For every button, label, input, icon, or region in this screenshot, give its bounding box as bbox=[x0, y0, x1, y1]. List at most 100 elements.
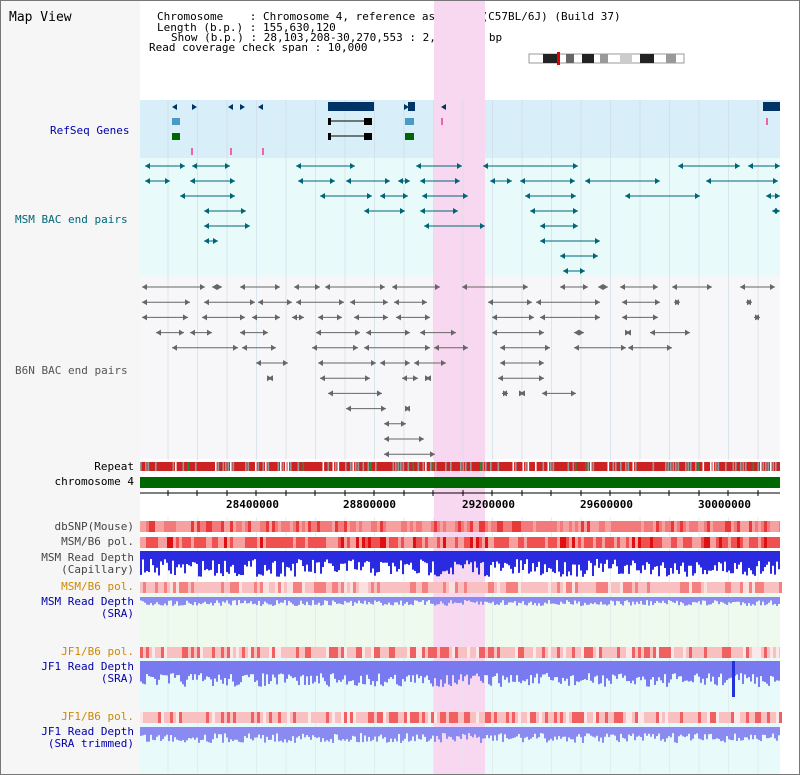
heat-cell bbox=[464, 712, 467, 723]
depth-bar bbox=[720, 559, 722, 564]
msm-pair-end bbox=[540, 238, 545, 244]
b6n-pair-end bbox=[628, 344, 633, 351]
track-label-msm-depth-cap[interactable]: MSM Read Depth (Capillary) bbox=[41, 551, 134, 576]
depth-bar bbox=[318, 600, 320, 603]
depth-bar bbox=[298, 600, 300, 605]
depth-bar bbox=[566, 673, 568, 679]
track-label-dbsnp[interactable]: dbSNP(Mouse) bbox=[54, 520, 134, 533]
heat-cell bbox=[443, 647, 446, 658]
track-label-jf1-b6-pol-2[interactable]: JF1/B6 pol. bbox=[61, 710, 134, 723]
depth-bar bbox=[256, 733, 258, 738]
heat-cell bbox=[647, 582, 650, 593]
depth-bar bbox=[144, 733, 146, 735]
depth-bar bbox=[696, 673, 698, 674]
heat-bg bbox=[140, 582, 780, 593]
depth-bar bbox=[770, 673, 772, 676]
depth-bar bbox=[478, 733, 480, 737]
track-label-msm-depth-sra[interactable]: MSM Read Depth (SRA) bbox=[41, 595, 134, 620]
depth-bar bbox=[370, 600, 372, 604]
depth-bar bbox=[718, 600, 720, 605]
heat-cell bbox=[368, 712, 371, 723]
depth-bar bbox=[230, 559, 232, 567]
track-label-msm-b6-pol[interactable]: MSM/B6 pol. bbox=[61, 535, 134, 548]
depth-bar bbox=[306, 600, 308, 602]
b6n-pair-end bbox=[380, 284, 385, 290]
heat-cell bbox=[293, 582, 296, 593]
heat-cell bbox=[353, 582, 356, 593]
track-label-jf1-depth-sra[interactable]: JF1 Read Depth (SRA) bbox=[41, 660, 134, 685]
depth-bar bbox=[474, 559, 476, 562]
depth-bar bbox=[556, 673, 558, 678]
depth-bar bbox=[450, 559, 452, 568]
depth-bar bbox=[748, 559, 750, 568]
depth-bar bbox=[572, 600, 574, 605]
depth-bar bbox=[376, 673, 378, 682]
b6n-pair-end bbox=[419, 436, 424, 442]
heat-cell bbox=[350, 712, 353, 723]
depth-bar bbox=[350, 559, 352, 562]
repeat-mark bbox=[567, 462, 570, 471]
depth-bar bbox=[236, 673, 238, 686]
repeat-mark bbox=[182, 462, 185, 471]
b6n-pair-end bbox=[366, 329, 371, 336]
depth-bar bbox=[316, 559, 318, 563]
depth-bar bbox=[616, 600, 618, 601]
b6n-pair-end bbox=[202, 314, 207, 321]
depth-bar bbox=[148, 600, 150, 605]
depth-bar bbox=[596, 600, 598, 605]
repeat-mark bbox=[697, 462, 700, 471]
depth-bar bbox=[734, 559, 736, 564]
depth-bar bbox=[466, 600, 468, 602]
b6n-pair-end bbox=[441, 360, 446, 366]
heat-cell bbox=[701, 521, 704, 532]
depth-bar bbox=[476, 559, 478, 568]
b6n-pair-end bbox=[346, 405, 351, 412]
heat-cell bbox=[572, 537, 575, 548]
b6n-pair-end bbox=[402, 375, 407, 382]
depth-bar bbox=[150, 600, 152, 604]
heat-cell bbox=[398, 521, 401, 532]
depth-bar bbox=[156, 600, 158, 603]
heat-cell bbox=[293, 537, 296, 548]
track-label-chromosome[interactable]: chromosome 4 bbox=[54, 475, 134, 488]
repeat-mark bbox=[217, 462, 220, 471]
repeat-mark bbox=[375, 462, 377, 471]
depth-bar bbox=[394, 673, 396, 675]
heat-cell bbox=[356, 521, 359, 532]
track-label-jf1-b6-pol[interactable]: JF1/B6 pol. bbox=[61, 645, 134, 658]
track-label-repeat[interactable]: Repeat bbox=[94, 460, 134, 473]
depth-bar bbox=[454, 559, 456, 562]
track-label-b6n-bac[interactable]: B6N BAC end pairs bbox=[15, 364, 128, 377]
depth-bar bbox=[302, 733, 304, 734]
depth-bar bbox=[618, 600, 620, 602]
depth-bar bbox=[202, 600, 204, 604]
depth-bar bbox=[280, 600, 282, 603]
depth-bar bbox=[336, 559, 338, 572]
depth-bar bbox=[600, 600, 602, 602]
gene-arrow bbox=[172, 104, 177, 110]
depth-bar bbox=[198, 733, 200, 743]
b6n-pair-end bbox=[392, 284, 397, 290]
depth-bar bbox=[284, 733, 286, 740]
depth-bar bbox=[410, 600, 412, 605]
heat-cell bbox=[746, 521, 749, 532]
heat-cell bbox=[764, 537, 767, 548]
track-label-refseq[interactable]: RefSeq Genes bbox=[50, 124, 130, 137]
depth-bar bbox=[746, 673, 748, 679]
depth-bar bbox=[366, 673, 368, 675]
repeat-mark bbox=[527, 462, 530, 471]
depth-bar bbox=[296, 600, 298, 606]
heat-cell bbox=[779, 582, 782, 593]
depth-bar bbox=[210, 733, 212, 743]
track-label-jf1-depth-trim[interactable]: JF1 Read Depth (SRA trimmed) bbox=[41, 725, 134, 750]
depth-bar bbox=[368, 559, 370, 562]
depth-bar bbox=[682, 559, 684, 563]
heat-cell bbox=[230, 521, 233, 532]
b6n-pair-end bbox=[212, 284, 217, 290]
depth-bar bbox=[702, 733, 704, 741]
track-label-msm-bac[interactable]: MSM BAC end pairs bbox=[15, 213, 128, 226]
depth-bar bbox=[174, 559, 176, 575]
track-label-msm-b6-pol-2[interactable]: MSM/B6 pol. bbox=[61, 580, 134, 593]
heat-cell bbox=[566, 712, 569, 723]
depth-bar bbox=[632, 600, 634, 602]
